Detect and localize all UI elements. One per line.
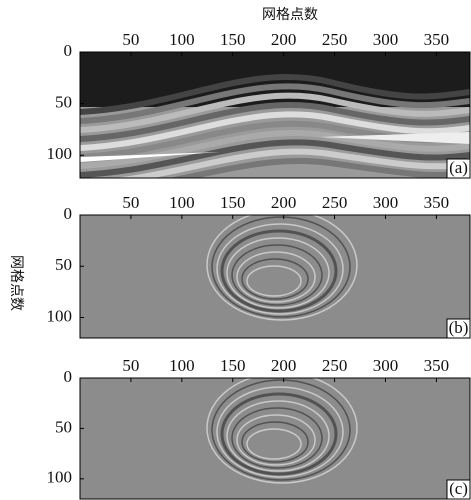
wavefront: [211, 379, 351, 481]
x-tick-label: 250: [322, 30, 348, 49]
image-layer: [80, 152, 220, 162]
x-tick-label: 100: [169, 30, 195, 49]
panel-label-box: [446, 479, 471, 500]
wavefront: [236, 414, 316, 466]
image-bg: [80, 378, 470, 499]
x-tick-label: 200: [271, 30, 297, 49]
wavefront: [226, 237, 330, 309]
wavefront: [231, 244, 323, 306]
y-axis-label: 网格点数: [8, 255, 24, 311]
x-tick-label: 250: [322, 193, 348, 212]
x-tick-label: 100: [169, 193, 195, 212]
panel-frame: [79, 214, 471, 339]
image-panel: [80, 52, 470, 178]
image-panel: [80, 215, 470, 338]
x-tick-label: 200: [271, 193, 297, 212]
wavefront: [241, 421, 309, 463]
wavefront: [220, 229, 338, 313]
x-axis-label: 网格点数: [262, 7, 318, 23]
x-tick-label: 250: [322, 356, 348, 375]
panel-label: (b): [449, 318, 469, 337]
x-tick-label: 50: [122, 30, 139, 49]
panel-label: (a): [449, 158, 468, 177]
panel-frame: [79, 51, 471, 179]
image-layer: [80, 101, 470, 142]
y-tick-label: 0: [64, 41, 73, 60]
x-tick-label: 150: [220, 193, 246, 212]
x-tick-label: 100: [169, 356, 195, 375]
image-layer: [80, 73, 470, 115]
wavefront: [231, 407, 323, 469]
wavefront: [211, 216, 351, 318]
panel-label: (c): [449, 479, 468, 498]
panel-label-box: [446, 318, 471, 339]
wavefront: [246, 428, 302, 460]
y-tick-label: 0: [64, 204, 73, 223]
y-tick-label: 50: [55, 93, 72, 112]
image-layer: [320, 132, 470, 144]
wavefront: [226, 400, 330, 472]
image-layer: [80, 92, 470, 133]
wavefront: [246, 265, 302, 297]
image-layer: [168, 157, 470, 178]
y-tick-label: 0: [64, 367, 73, 386]
image-layer: [80, 139, 470, 178]
x-tick-label: 300: [373, 356, 399, 375]
wavefront: [216, 223, 344, 315]
y-tick-label: 100: [47, 306, 73, 325]
x-tick-label: 50: [122, 193, 139, 212]
y-tick-label: 50: [55, 417, 72, 436]
wavefront: [236, 251, 316, 303]
y-tick-label: 100: [47, 468, 73, 487]
x-tick-label: 150: [220, 30, 246, 49]
x-tick-label: 350: [424, 30, 450, 49]
wavefront: [206, 378, 358, 484]
x-tick-label: 300: [373, 193, 399, 212]
wavefront: [206, 215, 358, 321]
image-layer: [114, 148, 470, 178]
x-tick-label: 350: [424, 356, 450, 375]
wavefront: [216, 386, 344, 478]
y-tick-label: 50: [55, 255, 72, 274]
image-panel: [80, 378, 470, 499]
panel-frame: [79, 377, 471, 500]
x-tick-label: 300: [373, 30, 399, 49]
y-tick-label: 100: [47, 144, 73, 163]
x-tick-label: 350: [424, 193, 450, 212]
x-tick-label: 50: [122, 356, 139, 375]
image-layer: [80, 111, 470, 151]
wavefront: [241, 258, 309, 300]
panel-label-box: [446, 158, 471, 179]
x-tick-label: 150: [220, 356, 246, 375]
wavefront: [220, 392, 338, 476]
image-layer: [80, 83, 470, 124]
x-tick-label: 200: [271, 356, 297, 375]
